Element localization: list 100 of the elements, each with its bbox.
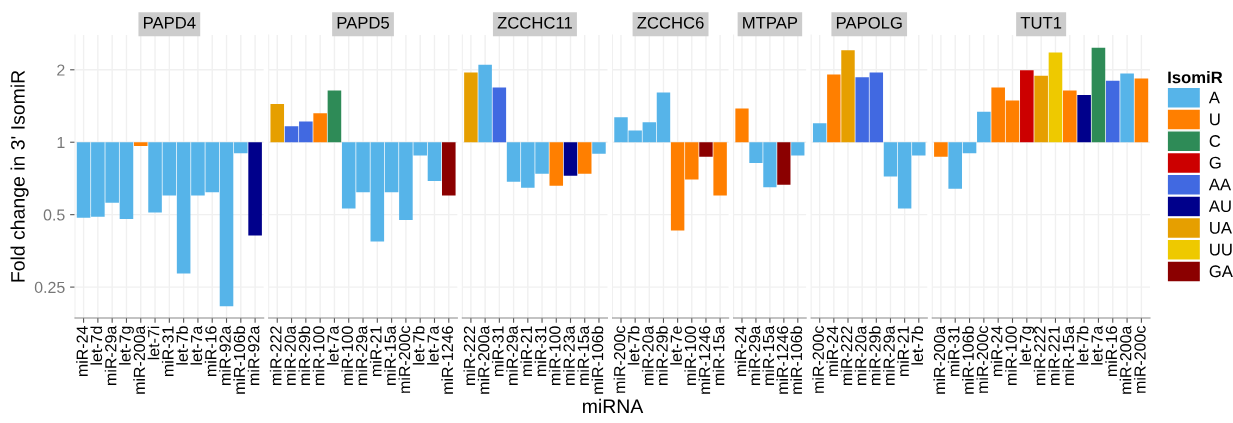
legend-label: UU [1210, 243, 1232, 256]
x-tick-label: let-7a [1090, 325, 1103, 365]
legend-label: G [1209, 156, 1221, 169]
x-tick-label: let-7b [176, 326, 188, 365]
x-tick-label: miR-21 [897, 326, 909, 377]
bar [327, 90, 342, 143]
x-tick-label: miR-200a [1119, 325, 1132, 394]
bar [1105, 80, 1120, 143]
x-tick-label: miR-100 [312, 326, 325, 385]
bar [1062, 90, 1077, 143]
y-tick-label: 0.5 [43, 209, 65, 221]
legend-label: A [1208, 91, 1220, 104]
x-tick-label: miR-200c [1133, 326, 1146, 393]
x-tick-label: miR-100 [684, 326, 697, 385]
x-tick-label: miR-92a [247, 325, 260, 385]
x-tick-label: miR-106b [790, 326, 803, 394]
x-tick-label: let-7d [90, 326, 103, 365]
x-tick-label: let-7b [412, 326, 425, 365]
x-tick-label: miR-200a [477, 325, 490, 394]
x-axis-title: miRNA [583, 398, 644, 413]
x-tick-label: let-7g [1019, 326, 1035, 365]
x-tick-label: miR-29a [355, 325, 368, 385]
x-tick-label: miR-16 [204, 326, 217, 377]
x-tick-label: miR-200c [812, 326, 824, 393]
x-tick-label: let-7a [427, 325, 439, 365]
x-tick-label: miR-200a [933, 325, 946, 394]
bar [827, 74, 841, 143]
x-tick-label: miR-92a [219, 325, 231, 385]
x-tick-label: let-7a [326, 325, 339, 365]
x-tick-label: miR-100 [1005, 326, 1017, 385]
chart-title: MTPAP [743, 17, 798, 29]
y-tick-label: 1 [57, 137, 65, 149]
x-tick-label: miR-15a [712, 325, 725, 385]
x-tick-label: miR-31 [534, 326, 547, 377]
bar [812, 123, 827, 143]
y-tick-label: 2 [57, 64, 65, 76]
x-tick-label: miR-100 [548, 326, 561, 385]
x-tick-label: miR-31 [161, 326, 174, 377]
x-tick-label: miR-24 [990, 326, 1003, 377]
x-tick-label: let-7b [627, 326, 640, 365]
x-tick-label: miR-23a [563, 325, 575, 385]
x-tick-label: miR-222 [463, 326, 476, 385]
x-tick-label: miR-29a [748, 325, 761, 385]
bar [492, 87, 507, 143]
x-tick-label: miR-20a [641, 325, 654, 385]
bar [577, 142, 592, 174]
bar [934, 142, 948, 157]
bar [1048, 52, 1063, 143]
x-tick-label: miR-21 [369, 326, 382, 377]
bar [563, 142, 578, 176]
x-tick-label: miR-1246 [441, 326, 454, 394]
bar [1077, 95, 1091, 143]
x-tick-label: miR-29b [656, 326, 668, 385]
x-tick-label: miR-1246 [776, 326, 789, 394]
x-tick-label: miR-31 [947, 326, 960, 377]
x-tick-label: miR-200c [398, 326, 411, 393]
x-tick-label: miR-106b [962, 326, 974, 394]
x-tick-label: miR-106b [591, 326, 604, 394]
x-tick-label: miR-222 [1033, 326, 1046, 385]
x-tick-label: miR-222 [269, 326, 282, 385]
x-tick-label: miR-29a [506, 325, 518, 385]
x-tick-label: miR-222 [840, 326, 853, 385]
chart-title: ZCCHC6 [637, 16, 704, 29]
legend-label: GA [1209, 265, 1233, 278]
x-tick-label: miR-200c [613, 326, 626, 393]
bar [841, 50, 855, 143]
x-tick-label: miR-24 [826, 326, 838, 377]
chart-title: PAPD5 [337, 17, 390, 29]
x-tick-label: miR-221 [1048, 326, 1060, 385]
x-tick-label: miR-24 [76, 326, 88, 377]
bar [313, 113, 327, 143]
legend-label: C [1209, 135, 1221, 147]
legend-title: IsomiR [1168, 71, 1223, 84]
bar [1020, 70, 1034, 143]
x-tick-label: miR-15a [577, 325, 590, 385]
bar [713, 142, 727, 196]
x-tick-label: miR-29a [883, 325, 895, 385]
chart-title: PAPOLG [836, 16, 902, 29]
x-tick-label: miR-200a [133, 325, 146, 394]
legend-label: AU [1208, 200, 1231, 213]
bar [1091, 47, 1106, 143]
x-tick-label: miR-20a [284, 325, 296, 385]
bar [1034, 75, 1048, 143]
y-tick-label: 0.25 [34, 281, 65, 294]
x-tick-label: miR-15a [762, 325, 775, 385]
bar [478, 64, 492, 143]
legend-label: UA [1210, 222, 1232, 234]
y-axis-title: Fold change in 3' IsomiR [10, 70, 29, 282]
x-tick-label: miR-15a [384, 325, 396, 385]
x-tick-label: miR-200c [976, 326, 989, 393]
chart-title: TUT1 [1020, 17, 1062, 29]
x-tick-label: let-7i [147, 326, 160, 360]
x-tick-label: miR-16 [1105, 326, 1118, 377]
x-tick-label: let-7b [911, 326, 924, 365]
chart-title: PAPD4 [143, 17, 196, 29]
x-tick-label: let-7g [119, 326, 134, 365]
bar [699, 142, 713, 157]
x-tick-label: miR-100 [341, 326, 354, 385]
x-tick-label: miR-21 [520, 326, 532, 377]
bar [1120, 73, 1134, 143]
